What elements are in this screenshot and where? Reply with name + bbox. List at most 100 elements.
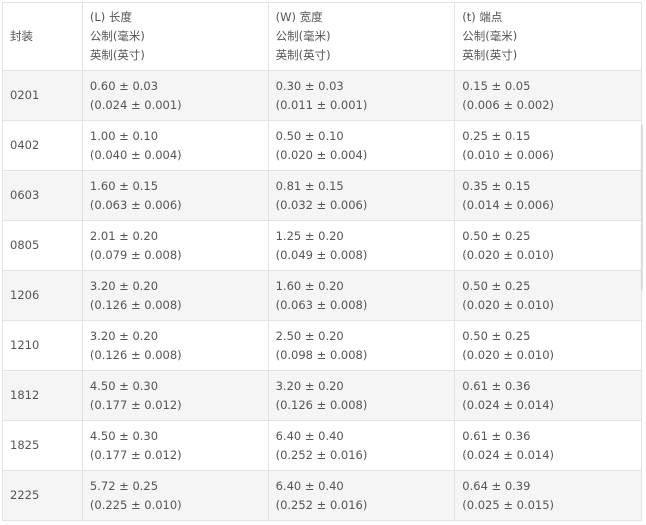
metric-value: 4.50 ± 0.30 [89, 378, 159, 393]
imperial-value: (0.225 ± 0.010) [89, 497, 182, 512]
metric-value: 0.61 ± 0.36 [462, 428, 531, 443]
package-cell: 2225 [2, 470, 83, 521]
header-line: 公制(毫米) [462, 29, 518, 43]
terminal-cell: 0.61 ± 0.36 (0.024 ± 0.014) [454, 370, 642, 421]
header-line: 英制(英寸) [275, 48, 331, 62]
package-cell: 0603 [2, 170, 83, 221]
package-cell: 1206 [2, 270, 83, 321]
imperial-value: (0.010 ± 0.006) [462, 147, 555, 162]
imperial-value: (0.126 ± 0.008) [275, 397, 368, 412]
length-cell: 4.50 ± 0.30 (0.177 ± 0.012) [81, 370, 269, 421]
header-line: 公制(毫米) [89, 29, 145, 43]
header-line: 英制(英寸) [462, 48, 518, 62]
imperial-value: (0.177 ± 0.012) [89, 447, 182, 462]
metric-value: 1.60 ± 0.15 [89, 178, 159, 193]
length-cell: 1.60 ± 0.15 (0.063 ± 0.006) [81, 170, 269, 221]
terminal-cell: 0.64 ± 0.39 (0.025 ± 0.015) [454, 470, 642, 521]
terminal-cell: 0.25 ± 0.15 (0.010 ± 0.006) [454, 120, 642, 171]
imperial-value: (0.020 ± 0.010) [462, 297, 555, 312]
imperial-value: (0.024 ± 0.014) [462, 447, 555, 462]
package-cell: 1812 [2, 370, 83, 421]
terminal-cell: 0.50 ± 0.25 (0.020 ± 0.010) [454, 320, 642, 371]
package-cell: 0201 [2, 70, 83, 121]
imperial-value: (0.011 ± 0.001) [275, 97, 368, 112]
length-cell: 3.20 ± 0.20 (0.126 ± 0.008) [81, 320, 269, 371]
metric-value: 2.01 ± 0.20 [89, 228, 159, 243]
metric-value: 0.60 ± 0.03 [89, 78, 159, 93]
header-width: (W) 宽度 公制(毫米) 英制(英寸) [267, 2, 456, 71]
header-line: 英制(英寸) [89, 48, 145, 62]
width-cell: 1.60 ± 0.20 (0.063 ± 0.008) [267, 270, 456, 321]
imperial-value: (0.063 ± 0.008) [275, 297, 368, 312]
metric-value: 0.30 ± 0.03 [275, 78, 344, 93]
imperial-value: (0.063 ± 0.006) [89, 197, 182, 212]
terminal-cell: 0.50 ± 0.25 (0.020 ± 0.010) [454, 270, 642, 321]
metric-value: 4.50 ± 0.30 [89, 428, 159, 443]
header-row: 封装 (L) 长度 公制(毫米) 英制(英寸) (W) 宽度 公制(毫米) 英制(英寸) (t… [2, 2, 642, 71]
imperial-value: (0.252 ± 0.016) [275, 447, 368, 462]
metric-value: 5.72 ± 0.25 [89, 478, 159, 493]
header-package: 封装 [2, 2, 83, 71]
metric-value: 0.35 ± 0.15 [462, 178, 531, 193]
metric-value: 0.81 ± 0.15 [275, 178, 344, 193]
imperial-value: (0.025 ± 0.015) [462, 497, 555, 512]
side-panel-edge [642, 125, 646, 290]
metric-value: 2.50 ± 0.20 [275, 328, 344, 343]
metric-value: 1.00 ± 0.10 [89, 128, 159, 143]
header-terminal: (t) 端点公制(毫米) 英制(英寸) [454, 2, 642, 71]
metric-value: 3.20 ± 0.20 [89, 278, 159, 293]
imperial-value: (0.020 ± 0.004) [275, 147, 368, 162]
terminal-cell: 0.61 ± 0.36 (0.024 ± 0.014) [454, 420, 642, 471]
width-cell: 0.50 ± 0.10 (0.020 ± 0.004) [267, 120, 456, 171]
imperial-value: (0.098 ± 0.008) [275, 347, 368, 362]
metric-value: 1.25 ± 0.20 [275, 228, 344, 243]
width-cell: 0.30 ± 0.03 (0.011 ± 0.001) [267, 70, 456, 121]
dimensions-table: 封装 (L) 长度 公制(毫米) 英制(英寸) (W) 宽度 公制(毫米) 英制(英寸) (t… [2, 2, 642, 521]
metric-value: 0.50 ± 0.10 [275, 128, 344, 143]
header-line: (L) 长度 [89, 10, 132, 24]
width-cell: 2.50 ± 0.20 (0.098 ± 0.008) [267, 320, 456, 371]
imperial-value: (0.049 ± 0.008) [275, 247, 368, 262]
imperial-value: (0.024 ± 0.014) [462, 397, 555, 412]
width-cell: 0.81 ± 0.15 (0.032 ± 0.006) [267, 170, 456, 221]
metric-value: 0.50 ± 0.25 [462, 278, 531, 293]
table-row: 0201 0.60 ± 0.03 (0.024 ± 0.001) 0.30 ± 0.0… [2, 70, 642, 121]
length-cell: 3.20 ± 0.20 (0.126 ± 0.008) [81, 270, 269, 321]
width-cell: 1.25 ± 0.20 (0.049 ± 0.008) [267, 220, 456, 271]
terminal-cell: 0.50 ± 0.25 (0.020 ± 0.010) [454, 220, 642, 271]
package-cell: 1825 [2, 420, 83, 471]
imperial-value: (0.020 ± 0.010) [462, 247, 555, 262]
table-row: 1812 4.50 ± 0.30 (0.177 ± 0.012) 3.20 ± 0.2… [2, 370, 642, 421]
imperial-value: (0.177 ± 0.012) [89, 397, 182, 412]
table-row: 0603 1.60 ± 0.15 (0.063 ± 0.006) 0.81 ± 0.1… [2, 170, 642, 221]
imperial-value: (0.126 ± 0.008) [89, 347, 182, 362]
imperial-value: (0.040 ± 0.004) [89, 147, 182, 162]
terminal-cell: 0.35 ± 0.15 (0.014 ± 0.006) [454, 170, 642, 221]
imperial-value: (0.079 ± 0.008) [89, 247, 182, 262]
length-cell: 5.72 ± 0.25 (0.225 ± 0.010) [81, 470, 269, 521]
imperial-value: (0.020 ± 0.010) [462, 347, 555, 362]
header-line: (t) 端点 [462, 10, 503, 24]
table-row: 0402 1.00 ± 0.10 (0.040 ± 0.004) 0.50 ± 0.1… [2, 120, 642, 171]
header-line: (W) 宽度 [275, 10, 323, 24]
width-cell: 3.20 ± 0.20 (0.126 ± 0.008) [267, 370, 456, 421]
package-cell: 0402 [2, 120, 83, 171]
imperial-value: (0.024 ± 0.001) [89, 97, 182, 112]
terminal-cell: 0.15 ± 0.05 (0.006 ± 0.002) [454, 70, 642, 121]
metric-value: 0.50 ± 0.25 [462, 328, 531, 343]
metric-value: 0.50 ± 0.25 [462, 228, 531, 243]
length-cell: 2.01 ± 0.20 (0.079 ± 0.008) [81, 220, 269, 271]
imperial-value: (0.014 ± 0.006) [462, 197, 555, 212]
metric-value: 1.60 ± 0.20 [275, 278, 344, 293]
header-line: 公制(毫米) [275, 29, 331, 43]
metric-value: 6.40 ± 0.40 [275, 428, 344, 443]
metric-value: 0.25 ± 0.15 [462, 128, 531, 143]
metric-value: 3.20 ± 0.20 [275, 378, 344, 393]
table-row: 1206 3.20 ± 0.20 (0.126 ± 0.008) 1.60 ± 0.2… [2, 270, 642, 321]
table-row: 1825 4.50 ± 0.30 (0.177 ± 0.012) 6.40 ± 0.4… [2, 420, 642, 471]
header-line: 封装 [10, 29, 33, 43]
length-cell: 0.60 ± 0.03 (0.024 ± 0.001) [81, 70, 269, 121]
table-row: 2225 5.72 ± 0.25 (0.225 ± 0.010) 6.40 ± 0.4… [2, 470, 642, 521]
package-cell: 0805 [2, 220, 83, 271]
width-cell: 6.40 ± 0.40 (0.252 ± 0.016) [267, 470, 456, 521]
